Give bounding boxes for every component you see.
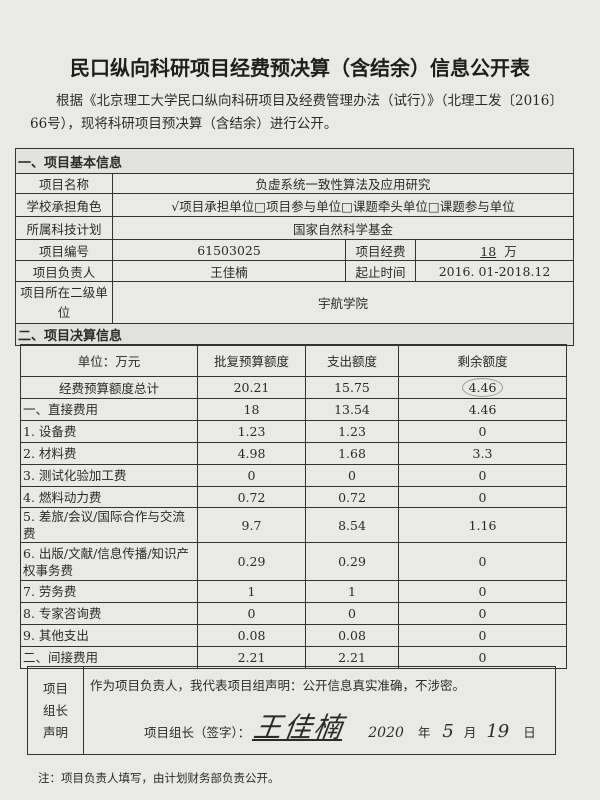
table-row: 5. 差旅/会议/国际合作与交流费 9.7 8.54 1.16: [20, 507, 567, 543]
table-row: 8. 专家咨询费 0 0 0: [20, 602, 567, 625]
basic-info-table: 一、项目基本信息 项目名称 负虚系统一致性算法及应用研究 学校承担角色 √项目承担单…: [14, 148, 575, 346]
period-label: 起止时间: [345, 260, 416, 282]
plan-label: 所属科技计划: [15, 216, 113, 240]
column-header: 剩余额度: [398, 344, 567, 377]
declaration-text: 作为项目负责人，我代表项目组声明：公开信息真实准确，不涉密。: [90, 678, 466, 693]
row-value: 1: [305, 580, 399, 603]
row-label: 1. 设备费: [20, 420, 198, 443]
row-value: 8.54: [305, 507, 399, 543]
table-row: 4. 燃料动力费 0.72 0.72 0: [20, 486, 567, 508]
row-value: 1.68: [305, 442, 399, 465]
row-value: 1.23: [305, 420, 399, 443]
table-row: 经费预算额度总计 20.21 15.75 4.46: [20, 376, 567, 399]
row-value: 9.7: [197, 507, 306, 543]
declaration-table: 项目组长声明 作为项目负责人，我代表项目组声明：公开信息真实准确，不涉密。 项目…: [27, 666, 556, 755]
funds-label: 项目经费: [345, 239, 416, 261]
row-value: 15.75: [305, 376, 399, 399]
table-row: 3. 测试化验加工费 0 0 0: [20, 464, 567, 487]
table-row: 一、直接费用 18 13.54 4.46: [20, 398, 567, 421]
row-value: 3.3: [398, 442, 567, 465]
project-name-label: 项目名称: [15, 173, 113, 194]
row-value: 0: [398, 464, 567, 487]
column-header: 支出额度: [305, 344, 399, 377]
footnote: 注：项目负责人填写，由计划财务部负责公开。: [38, 771, 280, 785]
month-suffix: 月: [463, 725, 477, 740]
table-row: 2. 材料费 4.98 1.68 3.3: [20, 442, 567, 465]
row-label: 7. 劳务费: [20, 580, 198, 603]
row-value: 0: [398, 580, 567, 603]
column-header: 单位：万元: [20, 344, 198, 377]
row-value: 1.23: [197, 420, 306, 443]
section2-heading: 二、项目决算信息: [14, 323, 575, 346]
row-label: 经费预算额度总计: [20, 376, 198, 399]
table-row: 二、间接费用 2.21 2.21 0: [20, 646, 567, 669]
row-label: 2. 材料费: [20, 442, 198, 465]
day-suffix: 日: [523, 725, 536, 740]
secondary-unit: 宇航学院: [111, 281, 575, 324]
section1-heading: 一、项目基本信息: [14, 148, 575, 174]
row-label: 9. 其他支出: [20, 624, 198, 647]
sign-year: 2020: [368, 725, 404, 741]
row-value: 0: [305, 602, 399, 625]
row-value: 13.54: [305, 398, 399, 421]
row-label: 3. 测试化验加工费: [20, 464, 198, 487]
sign-month: 5: [442, 721, 454, 742]
row-value: 0: [398, 420, 567, 443]
row-label: 5. 差旅/会议/国际合作与交流费: [20, 507, 198, 543]
row-value: 4.46: [398, 398, 567, 421]
table-row: 6. 出版/文献/信息传播/知识产权事务费 0.29 0.29 0: [20, 542, 567, 581]
row-value: 0: [398, 486, 567, 508]
row-value: 0.72: [197, 486, 306, 508]
row-value: 0.72: [305, 486, 399, 508]
signature: 王佳楠: [251, 711, 347, 744]
tech-plan: 国家自然科学基金: [111, 216, 575, 240]
row-value: 0: [398, 624, 567, 647]
number-label: 项目编号: [15, 239, 113, 261]
row-value: 18: [197, 398, 306, 421]
row-value: 1: [197, 580, 306, 603]
declaration-label: 项目组长声明: [27, 666, 84, 755]
project-period: 2016. 01-2018.12: [414, 260, 575, 282]
row-value: 0: [197, 602, 306, 625]
row-value: 0: [305, 464, 399, 487]
row-value: 0.29: [305, 542, 399, 581]
row-label: 4. 燃料动力费: [20, 486, 198, 508]
row-label: 一、直接费用: [20, 398, 198, 421]
declaration-cell: 作为项目负责人，我代表项目组声明：公开信息真实准确，不涉密。 项目组长（签字）：…: [83, 666, 556, 755]
unit-label: 项目所在二级单位: [15, 281, 113, 324]
project-leader: 王佳楠: [112, 260, 346, 282]
row-label: 6. 出版/文献/信息传播/知识产权事务费: [20, 542, 198, 581]
project-funds: 18 万: [414, 239, 575, 261]
sign-label: 项目组长（签字）：: [144, 725, 251, 740]
row-value: 0: [398, 602, 567, 625]
project-number: 61503025: [112, 239, 346, 261]
row-value: 20.21: [197, 376, 306, 399]
year-suffix: 年: [417, 725, 431, 740]
leader-label: 项目负责人: [15, 260, 113, 282]
row-value: 0.29: [197, 542, 306, 581]
school-role: √项目承担单位□项目参与单位□课题牵头单位□课题参与单位: [111, 193, 575, 217]
table-row: 7. 劳务费 1 1 0: [20, 580, 567, 603]
row-value: 1.16: [398, 507, 567, 543]
row-value: 0.08: [197, 624, 306, 647]
role-label: 学校承担角色: [15, 193, 113, 217]
row-value: 4.98: [197, 442, 306, 465]
row-value: 0: [197, 464, 306, 487]
row-label: 8. 专家咨询费: [20, 602, 198, 625]
row-value: 0: [398, 542, 567, 581]
table-row: 9. 其他支出 0.08 0.08 0: [20, 624, 567, 647]
column-header: 批复预算额度: [197, 344, 306, 377]
document-title: 民口纵向科研项目经费预决算（含结余）信息公开表: [70, 56, 530, 80]
row-value: 4.46: [398, 376, 567, 399]
budget-table: 单位：万元 批复预算额度 支出额度 剩余额度 经费预算额度总计 20.21 15.75 4.4…: [20, 344, 567, 669]
circled-value: 4.46: [461, 378, 504, 397]
table-row: 1. 设备费 1.23 1.23 0: [20, 420, 567, 443]
project-name: 负虚系统一致性算法及应用研究: [111, 173, 575, 194]
sign-day: 19: [486, 721, 510, 742]
row-value: 0.08: [305, 624, 399, 647]
intro-paragraph: 根据《北京理工大学民口纵向科研项目及经费管理办法（试行）》（北理工发〔2016〕…: [30, 93, 563, 132]
budget-header-row: 单位：万元 批复预算额度 支出额度 剩余额度: [20, 344, 567, 377]
